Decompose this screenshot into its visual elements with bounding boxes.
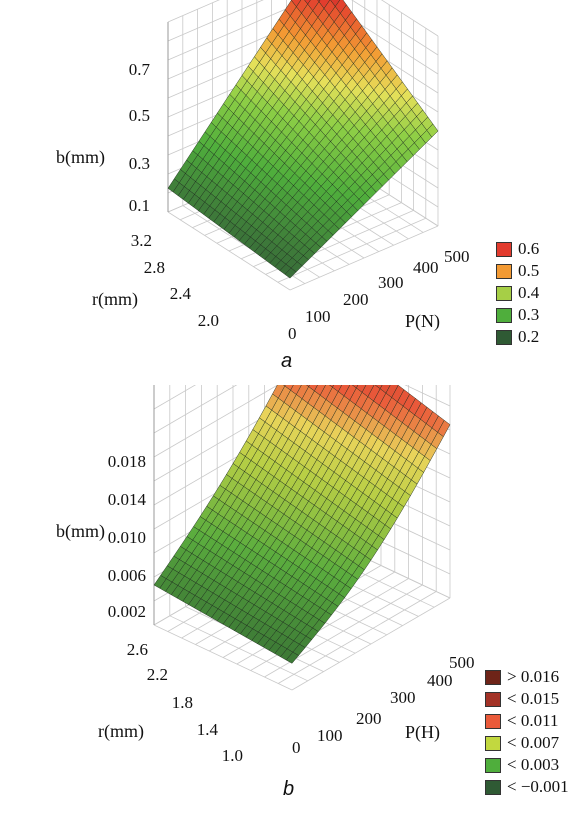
a-legend-item: 0.5 (496, 260, 539, 282)
p-tick-label: 500 (449, 653, 475, 672)
legend-swatch (485, 691, 501, 707)
z-tick-label: 0.7 (129, 60, 151, 79)
panel-caption-b: b (283, 778, 295, 800)
z-tick-label: 0.1 (129, 196, 150, 215)
b-legend-item: < 0.007 (485, 732, 569, 754)
legend-swatch (496, 329, 512, 345)
legend-b: > 0.016 < 0.015 < 0.011 < 0.007 < 0.003 < −0.… (485, 666, 569, 798)
a-legend-item: 0.4 (496, 282, 539, 304)
grid-line (167, 0, 264, 42)
legend-label: 0.5 (518, 261, 540, 280)
grid-line (167, 0, 220, 23)
legend-label: > 0.016 (507, 667, 560, 686)
b-legend-item: < 0.015 (485, 688, 569, 710)
p-tick-label: 300 (390, 688, 416, 707)
b-legend-item: < 0.011 (485, 710, 569, 732)
legend-a: 0.6 0.5 0.4 0.3 0.2 (496, 238, 539, 348)
surface-cell (317, 0, 321, 3)
z-tick-label: 0.010 (108, 528, 146, 547)
r-tick-label: 2.0 (198, 311, 219, 330)
z-axis-label: b(mm) (56, 521, 105, 542)
p-axis-label: P(H) (405, 722, 440, 743)
r-tick-label: 2.6 (127, 640, 148, 659)
surface-mesh (167, 0, 439, 279)
grid-line (351, 0, 439, 56)
r-tick-label: 1.0 (222, 746, 243, 765)
r-tick-label: 2.4 (170, 284, 192, 303)
legend-swatch (496, 285, 512, 301)
legend-label: < 0.007 (507, 733, 560, 752)
b-legend-item: > 0.016 (485, 666, 569, 688)
a-legend-item: 0.2 (496, 326, 539, 348)
surface-cell (284, 267, 297, 279)
a-legend-item: 0.3 (496, 304, 539, 326)
z-tick-label: 0.018 (108, 452, 146, 471)
legend-swatch (485, 779, 501, 795)
legend-label: 0.6 (518, 239, 540, 258)
p-tick-label: 400 (413, 258, 439, 277)
legend-label: 0.4 (518, 283, 540, 302)
legend-label: < −0.001 (507, 777, 569, 796)
z-tick-label: 0.002 (108, 602, 146, 621)
p-tick-label: 100 (317, 726, 343, 745)
p-tick-label: 100 (305, 307, 331, 326)
legend-swatch (485, 735, 501, 751)
legend-label: 0.3 (518, 305, 540, 324)
z-tick-label: 0.006 (108, 566, 146, 585)
b-legend-item: < −0.001 (485, 776, 569, 798)
p-tick-label: 400 (427, 671, 453, 690)
p-tick-label: 200 (356, 709, 382, 728)
z-tick-label: 0.5 (129, 106, 150, 125)
surface-plot-b: 0.018 0.014 0.010 0.006 0.002 2.6 2.21.81.41.0… (56, 292, 475, 765)
r-tick-label: 3.2 (131, 231, 152, 250)
legend-label: < 0.015 (507, 689, 560, 708)
p-tick-label: 500 (444, 247, 470, 266)
legend-swatch (485, 713, 501, 729)
p-tick-label: 0 (288, 324, 297, 343)
r-tick-label: 1.4 (197, 720, 219, 739)
legend-swatch (485, 669, 501, 685)
grid-line (380, 0, 439, 37)
panel-caption-a: a (281, 350, 293, 372)
p-tick-label: 200 (343, 290, 369, 309)
r-tick-label: 2.2 (147, 665, 168, 684)
legend-swatch (496, 307, 512, 323)
legend-swatch (485, 757, 501, 773)
r-tick-label: 1.8 (172, 693, 193, 712)
b-legend-item: < 0.003 (485, 754, 569, 776)
tick-labels: 0.018 0.014 0.010 0.006 0.002 2.6 2.21.81.41.0… (108, 452, 475, 765)
p-tick-label: 300 (378, 273, 404, 292)
z-axis-label: b(mm) (56, 147, 105, 168)
surface-plot-a: 0.7 0.5 0.3 0.1 3.2 2.8 2.4 2.0 0 100 200 300 400 500… (56, 0, 470, 343)
tick-labels: 0.7 0.5 0.3 0.1 3.2 2.8 2.4 2.0 0 100 200 300 400 500 (129, 60, 470, 343)
legend-label: < 0.003 (507, 755, 560, 774)
surface-cell (304, 0, 311, 5)
chart-panel-a: 0.7 0.5 0.3 0.1 3.2 2.8 2.4 2.0 0 100 200 300 400 500… (0, 0, 579, 385)
surface-cell (285, 651, 299, 664)
p-tick-label: 0 (292, 738, 301, 757)
a-legend-item: 0.6 (496, 238, 539, 260)
legend-swatch (496, 263, 512, 279)
legend-label: 0.2 (518, 327, 540, 346)
z-tick-label: 0.014 (108, 490, 147, 509)
legend-swatch (496, 241, 512, 257)
r-axis-label: r(mm) (98, 721, 144, 742)
chart-panel-b: 0.018 0.014 0.010 0.006 0.002 2.6 2.2 1.8 1.4 1.0… (0, 292, 579, 821)
z-tick-label: 0.3 (129, 154, 150, 173)
surface-mesh (153, 319, 451, 664)
p-axis-label: P(N) (405, 311, 440, 332)
legend-label: < 0.011 (507, 711, 559, 730)
r-tick-label: 2.8 (144, 258, 165, 277)
r-axis-label: r(mm) (92, 289, 138, 310)
